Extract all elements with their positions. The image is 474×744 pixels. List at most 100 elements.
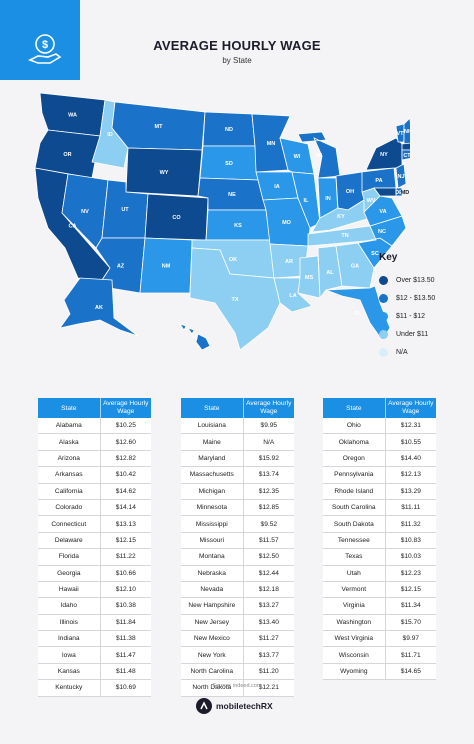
state-label: MS — [305, 275, 314, 281]
key-label: Over $13.50 — [396, 276, 435, 284]
state-name-cell: Kentucky — [55, 684, 83, 692]
key-item: Over $13.50 — [379, 271, 469, 289]
key-label: N/A — [396, 348, 408, 356]
state-label: TX — [231, 297, 238, 303]
page-title: AVERAGE HOURLY WAGE — [153, 38, 321, 53]
state-name-cell: Hawaii — [58, 586, 79, 594]
wage-cell: $14.62 — [99, 483, 151, 499]
key-item: N/A — [379, 343, 469, 361]
key-item: $11 - $12 — [379, 307, 469, 325]
wage-cell: $14.65 — [384, 663, 436, 680]
wage-cell: $12.35 — [242, 483, 294, 499]
wage-cell: $9.97 — [384, 631, 436, 647]
table-row: Washington $15.70 — [323, 614, 436, 632]
state-label: CT — [403, 153, 410, 159]
state-name-cell: Pennsylvania — [334, 471, 374, 479]
state-label: HI — [192, 335, 198, 341]
state-label: NJ — [397, 174, 404, 180]
table-row: Maryland $15.92 — [181, 450, 294, 468]
wage-cell: $12.13 — [384, 467, 436, 483]
table-row: Pennsylvania $12.13 — [323, 467, 436, 484]
wage-cell: $11.84 — [99, 614, 151, 631]
state-name-cell: Arkansas — [55, 471, 83, 479]
state-label: NH — [404, 129, 410, 135]
table-row: California $14.62 — [38, 483, 151, 500]
table-row: Oklahoma $10.55 — [323, 434, 436, 451]
state-label: FL — [355, 311, 362, 317]
wage-cell: $13.77 — [242, 647, 294, 663]
wage-cell: $14.40 — [384, 450, 436, 467]
state-label: IN — [325, 196, 331, 202]
state-name-cell: Montana — [198, 553, 225, 561]
map-key: Key Over $13.50 $12 - $13.50 $11 - $12 U… — [379, 252, 469, 361]
state-name-cell: North Carolina — [190, 668, 234, 676]
table-row: Nevada $12.18 — [181, 581, 294, 599]
table-row: North Carolina $11.20 — [181, 663, 294, 681]
wage-cell: $11.20 — [242, 663, 294, 680]
table-row: Colorado $14.14 — [38, 499, 151, 517]
table-row: Connecticut $13.13 — [38, 516, 151, 533]
state-labels: WA OR CA NV ID MT WY UT AZ CO NM ND SD NE KS OK TX MN IA MO… — [63, 113, 410, 342]
state-label: TN — [341, 233, 348, 239]
wage-cell: $13.40 — [242, 614, 294, 631]
state-name-cell: Kansas — [57, 668, 80, 676]
state-MD — [373, 187, 397, 197]
state-name-cell: Rhode Island — [334, 487, 374, 495]
wage-cell: $9.52 — [242, 516, 294, 532]
source-note: Source: indeed.com — [212, 683, 262, 689]
state-label: AZ — [117, 264, 125, 270]
wage-cell: $10.83 — [384, 532, 436, 549]
wage-cell: $12.31 — [384, 418, 436, 434]
state-name-cell: Connecticut — [51, 520, 87, 528]
state-label: ND — [225, 127, 233, 133]
table-row: New Mexico $11.27 — [181, 631, 294, 648]
column-header-wage: Average Hourly Wage — [242, 398, 294, 418]
wage-cell: $13.29 — [384, 483, 436, 499]
state-label: AR — [285, 259, 293, 265]
state-name-cell: California — [54, 487, 83, 495]
state-name-cell: New Mexico — [193, 635, 230, 643]
wage-cell: $12.82 — [99, 450, 151, 467]
wage-cell: $11.34 — [384, 598, 436, 614]
table-row: Ohio $12.31 — [323, 418, 436, 435]
state-label: CO — [172, 215, 181, 221]
table-header: State Average Hourly Wage — [181, 398, 294, 418]
state-label: AL — [326, 270, 334, 276]
wage-cell: $13.13 — [99, 516, 151, 532]
state-name-cell: Indiana — [57, 635, 80, 643]
wage-cell: $9.95 — [242, 418, 294, 434]
wage-cell: $12.18 — [242, 581, 294, 598]
table-row: New York $13.77 — [181, 647, 294, 664]
state-name-cell: Ohio — [346, 422, 361, 430]
table-row: Virginia $11.34 — [323, 598, 436, 615]
wage-cell: $10.55 — [384, 434, 436, 450]
table-row: Tennessee $10.83 — [323, 532, 436, 550]
state-MI — [297, 131, 341, 179]
column-header-wage: Average Hourly Wage — [99, 398, 151, 418]
table-row: Iowa $11.47 — [38, 647, 151, 664]
state-label: SD — [225, 161, 233, 167]
state-name-cell: Michigan — [198, 487, 225, 495]
state-label: NV — [81, 209, 89, 215]
state-label: OK — [229, 257, 237, 263]
state-label: KY — [337, 214, 345, 220]
table-row: New Jersey $13.40 — [181, 614, 294, 632]
brand-icon — [196, 698, 212, 714]
table-row: South Carolina $11.11 — [323, 499, 436, 517]
table-row: West Virginia $9.97 — [323, 631, 436, 648]
state-label: NC — [378, 229, 386, 235]
state-label: PA — [375, 178, 382, 184]
state-label: MT — [155, 124, 164, 130]
wage-table-3: State Average Hourly Wage Ohio $12.31 Oklaho… — [323, 398, 436, 681]
key-dot — [379, 329, 388, 339]
state-label: DE — [395, 190, 403, 196]
key-label: $11 - $12 — [396, 312, 426, 320]
state-label: MN — [267, 141, 276, 147]
wage-cell: $11.27 — [242, 631, 294, 647]
wage-cell: $10.38 — [99, 598, 151, 614]
state-HI — [179, 323, 211, 351]
state-name-cell: Oklahoma — [338, 438, 369, 446]
state-name-cell: Maine — [202, 438, 221, 446]
state-name-cell: Wyoming — [340, 668, 368, 676]
table-row: Louisiana $9.95 — [181, 418, 294, 435]
